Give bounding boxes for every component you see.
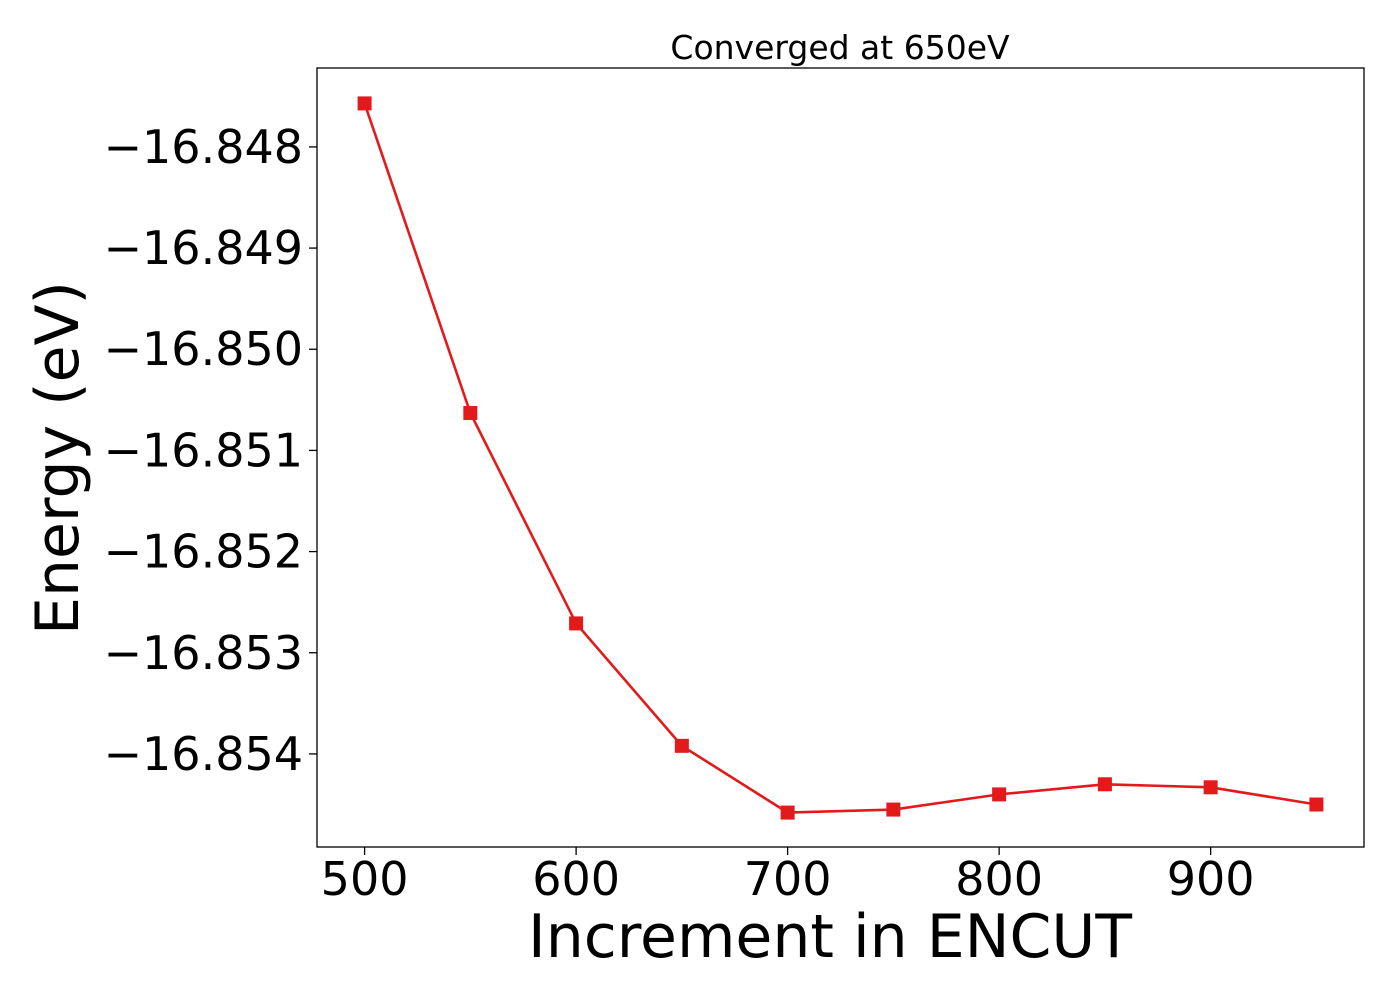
x-tick-label: 600 [532, 852, 620, 906]
y-tick-label: −16.848 [104, 120, 304, 174]
x-axis-label: Increment in ENCUT [528, 902, 1132, 972]
series-line [363, 102, 1317, 814]
y-tick-label: −16.852 [104, 525, 304, 579]
data-point-marker [1309, 797, 1324, 812]
y-tick-label: −16.851 [104, 423, 304, 477]
y-tick-label: −16.850 [104, 322, 304, 376]
chart-title: Converged at 650eV [670, 28, 1010, 67]
data-point-marker [780, 805, 795, 820]
x-tick-label: 800 [955, 852, 1043, 906]
data-point-marker [992, 787, 1007, 802]
y-tick-label: −16.854 [104, 727, 304, 781]
x-tick-label: 700 [744, 852, 832, 906]
data-point-marker [1203, 780, 1218, 795]
y-tick-label: −16.849 [104, 221, 304, 275]
data-point-marker [886, 802, 901, 817]
data-series [357, 96, 1324, 820]
plot-area [316, 67, 1365, 848]
x-axis-ticks: 500 600 700 800 900 [321, 847, 1255, 906]
y-axis-label: Energy (eV) [23, 281, 93, 635]
y-axis-ticks: −16.848 −16.849 −16.850 −16.851 −16.852 −16.8… [104, 120, 317, 781]
y-tick-label: −16.853 [104, 626, 304, 680]
data-point-marker [463, 405, 478, 420]
x-tick-label: 500 [321, 852, 409, 906]
x-tick-label: 900 [1167, 852, 1255, 906]
data-point-marker [1097, 777, 1112, 792]
data-point-marker [674, 738, 689, 753]
data-point-marker [357, 96, 372, 111]
data-point-marker [569, 616, 584, 631]
